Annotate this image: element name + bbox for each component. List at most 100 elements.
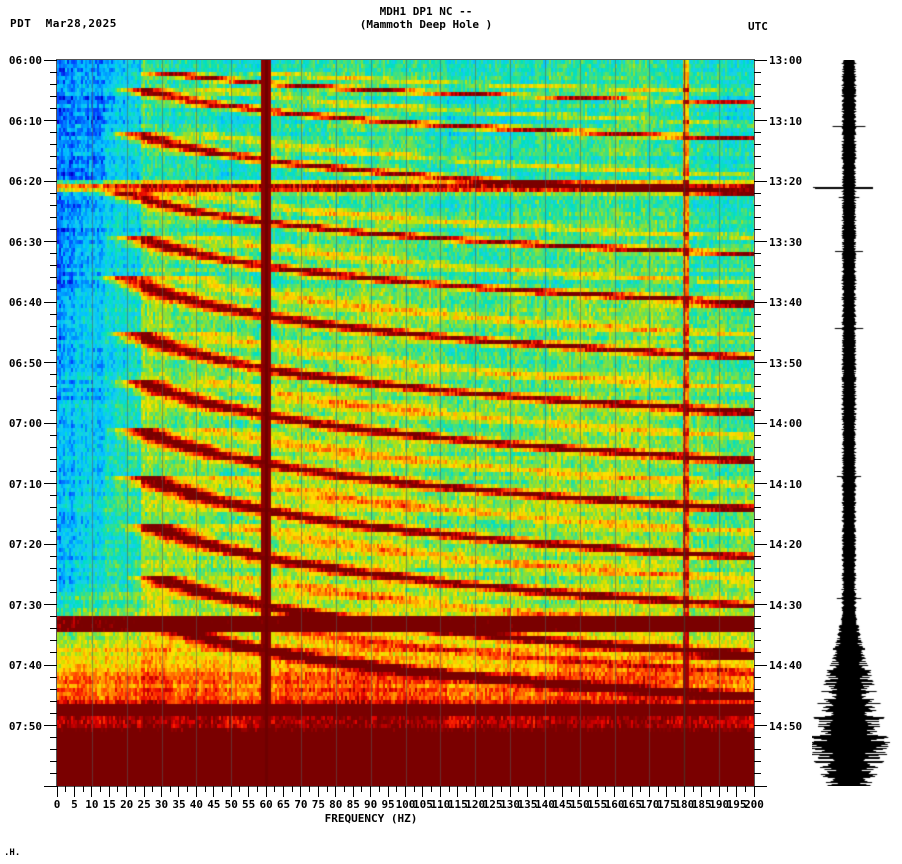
spectrogram-plot[interactable] xyxy=(57,60,754,786)
time-label-pdt: 07:30 xyxy=(8,598,42,612)
frequency-tick-major xyxy=(195,786,197,797)
frequency-label: 70 xyxy=(294,798,308,811)
time-label-utc: 14:40 xyxy=(769,659,803,672)
time-tick-minor xyxy=(50,228,57,230)
frequency-label: 105 xyxy=(412,798,433,811)
time-tick-minor xyxy=(50,132,57,134)
time-tick-minor xyxy=(50,531,57,533)
time-tick-minor xyxy=(754,349,761,351)
frequency-tick-minor xyxy=(518,786,520,792)
frequency-tick-major xyxy=(405,786,406,797)
time-tick-minor xyxy=(754,325,761,327)
time-label-utc: 13:30 xyxy=(769,235,803,249)
frequency-label: 0 xyxy=(53,798,61,811)
time-tick-minor xyxy=(50,567,57,569)
time-tick-minor xyxy=(50,71,57,73)
frequency-label: 140 xyxy=(534,798,555,811)
frequency-tick-minor xyxy=(187,786,189,792)
time-tick-minor xyxy=(754,204,761,206)
frequency-tick-minor xyxy=(483,786,485,792)
frequency-tick-major xyxy=(387,786,389,797)
time-tick-minor xyxy=(754,773,761,775)
frequency-tick-major xyxy=(108,786,110,797)
frequency-tick-minor xyxy=(605,786,607,792)
time-tick-minor xyxy=(754,107,761,109)
frequency-tick-minor xyxy=(448,786,450,792)
corner-artifact: .H. xyxy=(4,848,21,858)
time-tick-minor xyxy=(50,144,57,146)
frequency-label: 65 xyxy=(276,798,291,811)
time-label-utc: 14:00 xyxy=(769,417,803,430)
time-tick-major xyxy=(754,483,767,484)
time-tick-minor xyxy=(754,156,761,158)
header-left-timezone-date: PDT Mar28,2025 xyxy=(10,17,117,30)
time-tick-major xyxy=(754,543,767,545)
time-tick-minor xyxy=(50,688,57,690)
frequency-label: 145 xyxy=(552,798,573,811)
frequency-label: 190 xyxy=(709,798,730,811)
frequency-label: 85 xyxy=(346,798,360,811)
time-tick-minor xyxy=(754,386,761,388)
time-label-utc: 13:20 xyxy=(769,175,803,188)
time-label-utc: 13:50 xyxy=(769,356,803,370)
time-label-pdt: 06:10 xyxy=(8,114,42,128)
time-tick-major xyxy=(44,301,57,303)
frequency-tick-minor xyxy=(82,786,84,792)
frequency-tick-minor xyxy=(500,786,502,792)
frequency-label: 115 xyxy=(447,798,468,811)
time-tick-minor xyxy=(50,676,57,678)
time-label-pdt: 06:20 xyxy=(8,175,42,188)
time-tick-minor xyxy=(754,434,761,436)
time-tick-minor xyxy=(754,398,761,400)
frequency-axis: 0 5 10 15 20 25 30 35 40 45 50 55 60 65 70 75 80 85 90 95 10… xyxy=(50,786,770,826)
time-tick-minor xyxy=(50,712,57,714)
time-tick-major xyxy=(754,422,767,424)
frequency-tick-minor xyxy=(274,786,276,792)
time-label-pdt: 07:50 xyxy=(8,719,42,733)
spectrogram-canvas xyxy=(57,60,754,786)
frequency-tick-minor xyxy=(326,786,328,792)
frequency-tick-major xyxy=(683,786,685,797)
time-axis-pdt: 06:00 06:10 06:20 06:30 06:40 06:50 07:00 07:10… xyxy=(0,54,57,791)
frequency-tick-minor xyxy=(692,786,694,792)
time-tick-minor xyxy=(50,579,57,581)
frequency-tick-minor xyxy=(309,786,311,792)
frequency-tick-minor xyxy=(204,786,206,792)
frequency-tick-minor xyxy=(396,786,398,792)
time-tick-major xyxy=(754,604,767,605)
header-right-timezone: UTC xyxy=(748,20,768,33)
time-tick-minor xyxy=(754,591,761,593)
time-tick-minor xyxy=(50,749,57,751)
frequency-label: 50 xyxy=(224,798,238,811)
time-label-utc: 13:40 xyxy=(769,296,803,309)
time-label-utc: 13:00 xyxy=(769,54,803,67)
time-tick-minor xyxy=(50,458,57,460)
page-title: MDH1 DP1 NC -- (Mammoth Deep Hole ) xyxy=(0,5,902,31)
frequency-label: 120 xyxy=(465,798,486,811)
frequency-tick-minor xyxy=(465,786,467,792)
frequency-tick-major xyxy=(666,786,668,797)
frequency-tick-major xyxy=(457,786,459,797)
time-tick-minor xyxy=(50,265,57,267)
frequency-label: 45 xyxy=(207,798,221,811)
time-tick-minor xyxy=(50,107,57,109)
time-tick-minor xyxy=(754,337,761,339)
time-label-pdt: 07:40 xyxy=(8,659,42,672)
time-tick-major xyxy=(754,241,767,242)
frequency-tick-minor xyxy=(100,786,102,792)
time-tick-major xyxy=(44,785,57,787)
frequency-label: 35 xyxy=(172,798,186,811)
frequency-tick-minor xyxy=(169,786,171,792)
frequency-label: 175 xyxy=(656,798,677,811)
frequency-tick-major xyxy=(370,786,372,797)
time-tick-minor xyxy=(754,265,761,267)
frequency-label: 55 xyxy=(242,798,256,811)
frequency-tick-minor xyxy=(535,786,537,792)
time-tick-minor xyxy=(50,628,57,630)
time-tick-minor xyxy=(50,192,57,194)
time-tick-minor xyxy=(754,519,761,521)
time-tick-minor xyxy=(754,458,761,460)
time-tick-minor xyxy=(754,289,761,291)
time-tick-minor xyxy=(754,410,761,412)
time-tick-major xyxy=(754,120,767,121)
